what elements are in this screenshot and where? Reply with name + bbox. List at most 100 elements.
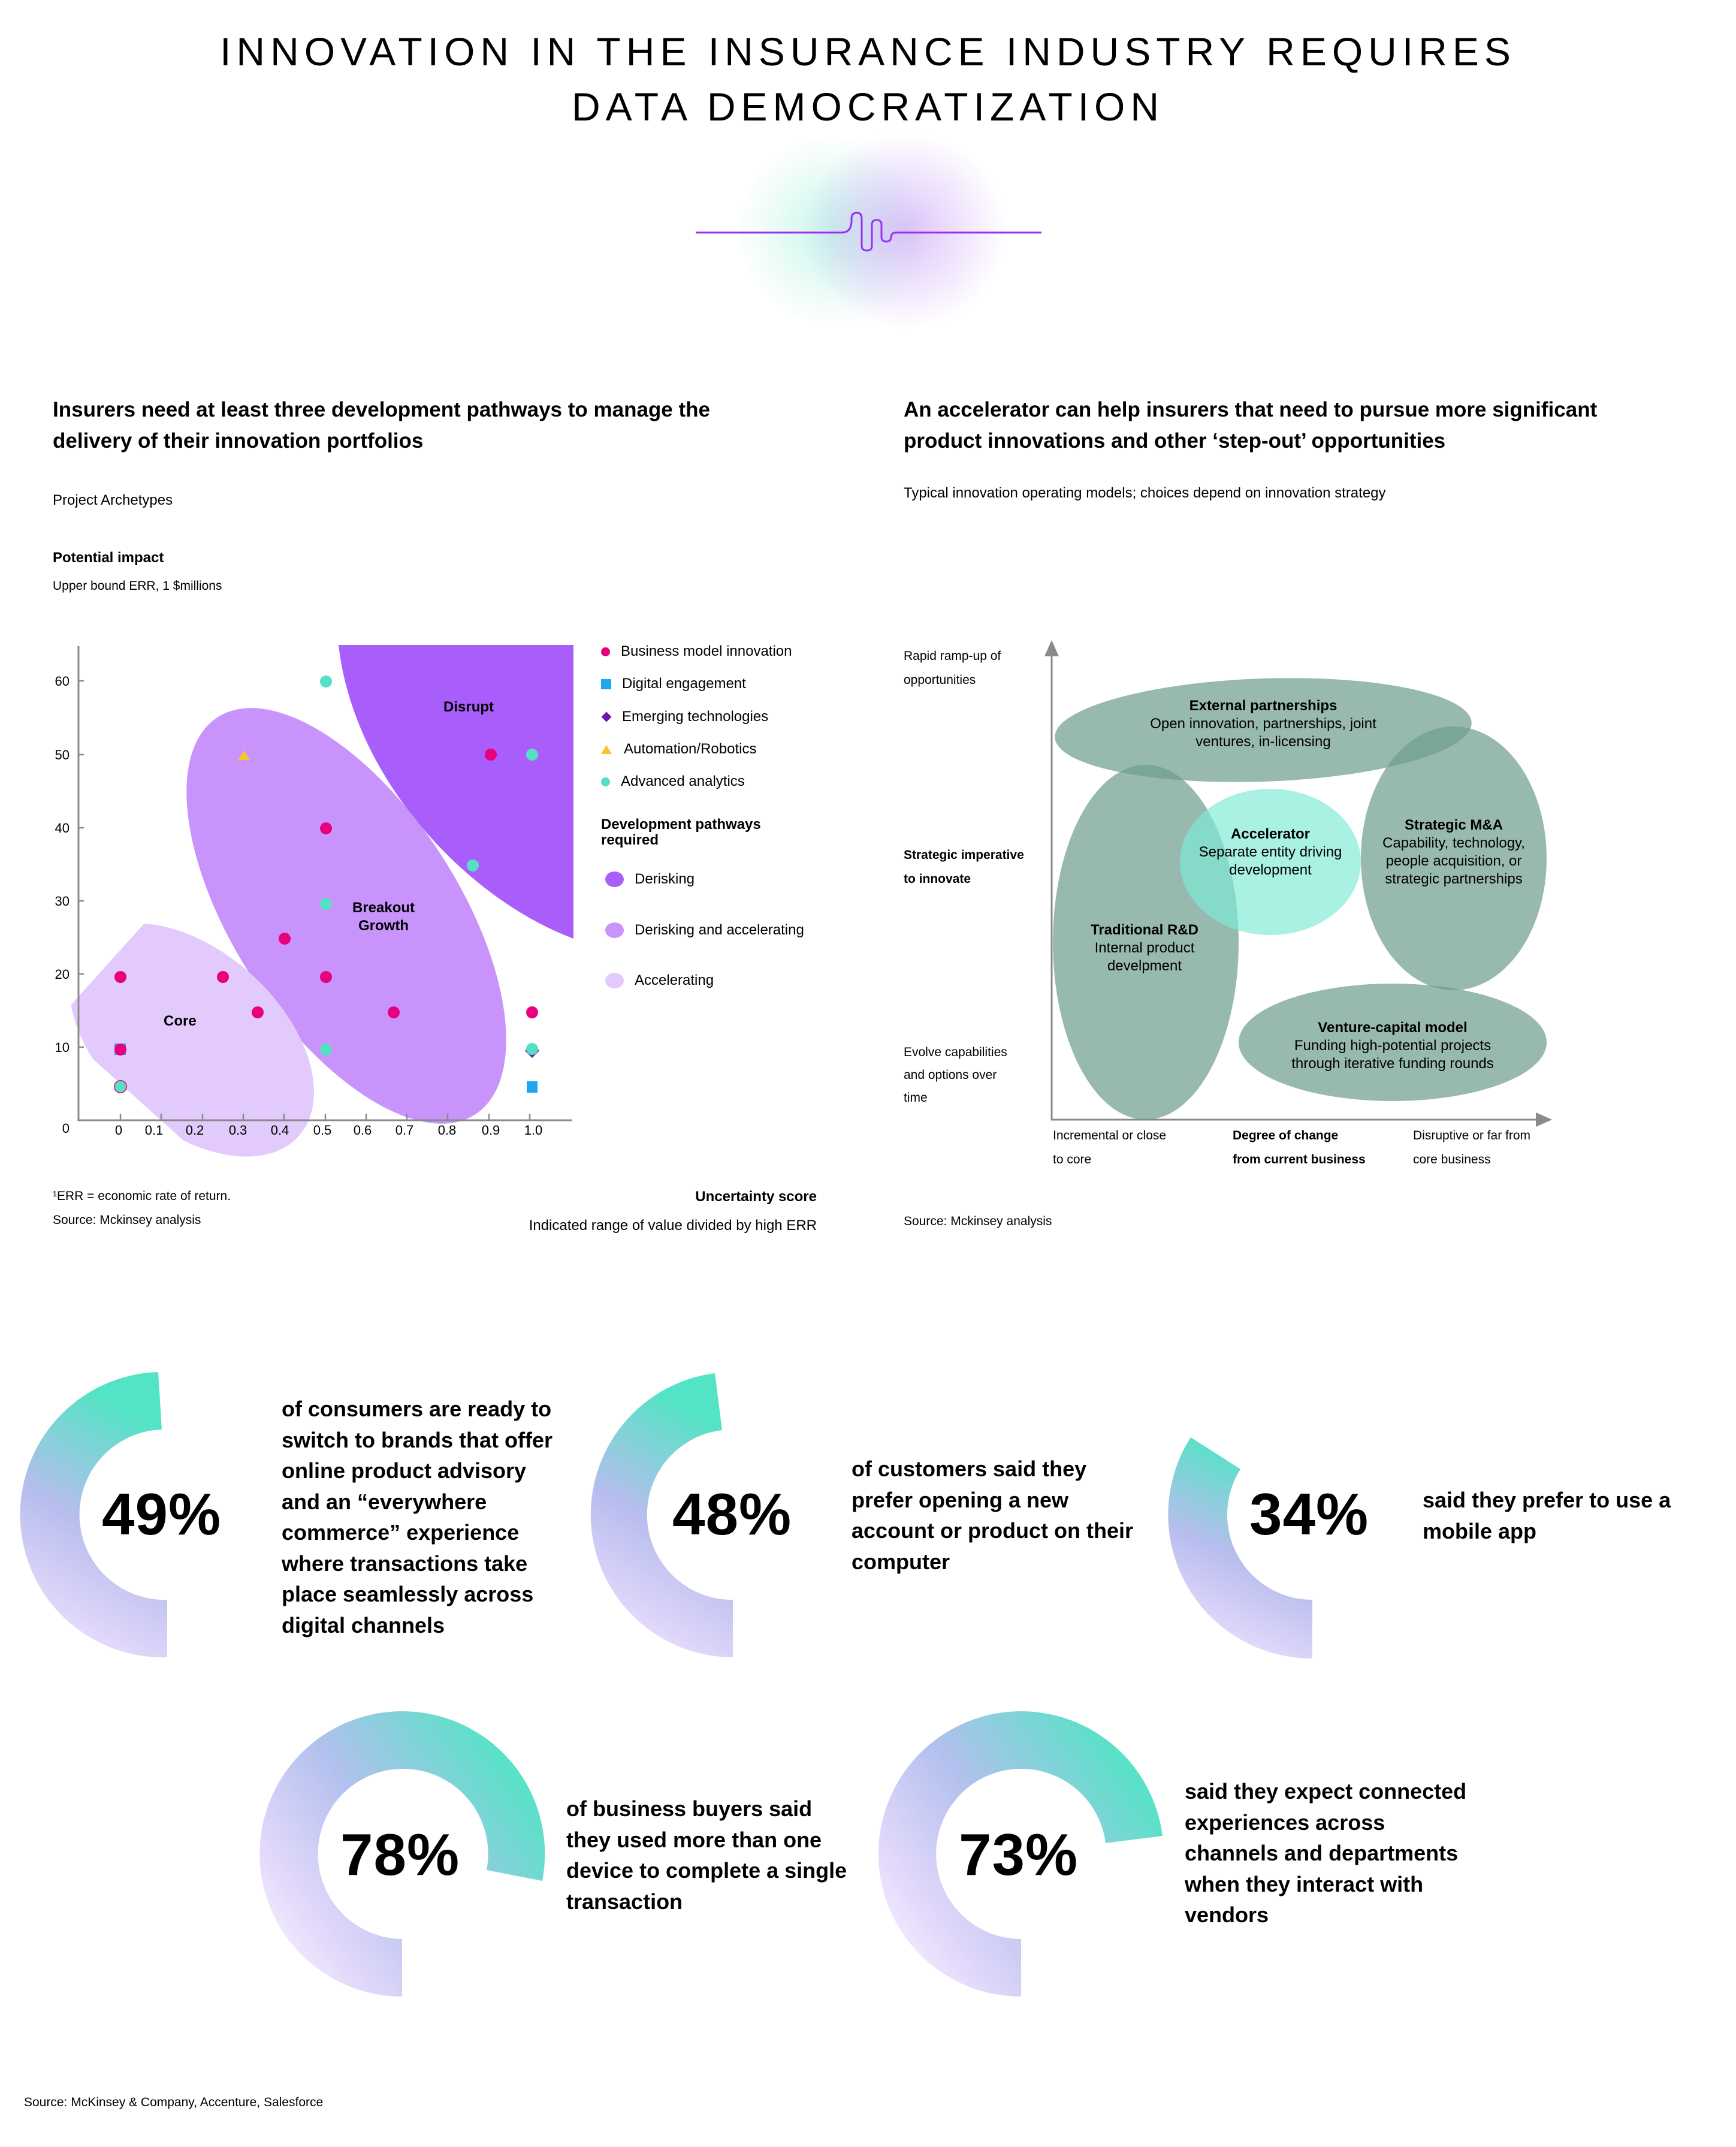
model-desc-line: Internal product [1094, 940, 1195, 956]
right-heading-line-2: product innovations and other ‘step-out’… [904, 429, 1446, 453]
region-label-breakout-growth: Breakout Growth [345, 899, 422, 935]
blue-square-icon [601, 679, 611, 689]
legend-label: Business model innovation [621, 643, 792, 659]
data-points [114, 676, 539, 1093]
stat-line: of business buyers said [566, 1796, 813, 1821]
stat-description-48: of customers said they prefer opening a … [852, 1454, 1133, 1577]
legend-emerging-technologies: Emerging technologies [601, 708, 768, 725]
ring-73 [878, 1711, 1163, 1997]
footnote: ¹ERR = economic rate of return. [53, 1189, 231, 1203]
stat-line: commerce” experience [282, 1520, 520, 1545]
model-desc-line: Capability, technology, [1382, 835, 1525, 851]
y-axis-top-label: Rapid ramp-up of opportunities [904, 644, 1001, 692]
model-accelerator: Accelerator Separate entity driving deve… [1175, 825, 1366, 879]
x-axis-left-label: Incremental or close to core [1053, 1124, 1166, 1172]
stat-line: mobile app [1423, 1518, 1537, 1543]
right-source: Source: Mckinsey analysis [904, 1214, 1052, 1228]
legend-label: Accelerating [635, 972, 714, 988]
legend-label: Automation/Robotics [624, 741, 757, 757]
svg-text:0.8: 0.8 [438, 1123, 457, 1138]
legend-label: Derisking [635, 871, 695, 887]
stat-description-73: said they expect connected experiences a… [1185, 1776, 1466, 1931]
model-desc-line: Separate entity driving [1198, 844, 1342, 860]
accelerating-swatch-icon [605, 973, 624, 988]
svg-text:40: 40 [55, 821, 70, 836]
ring-34 [1168, 1437, 1312, 1659]
page-title: INNOVATION IN THE INSURANCE INDUSTRY REQ… [0, 24, 1736, 134]
stat-line: of customers said they [852, 1457, 1087, 1481]
model-title: Venture-capital model [1318, 1020, 1468, 1036]
strategic-mna-ellipse [1361, 726, 1547, 990]
right-heading-line-1: An accelerator can help insurers that ne… [904, 398, 1598, 421]
stat-line: experiences across [1185, 1810, 1385, 1835]
region-disrupt [339, 645, 573, 939]
svg-text:0: 0 [62, 1121, 70, 1136]
legend-label: Derisking and accelerating [635, 922, 804, 938]
svg-text:0: 0 [115, 1123, 122, 1138]
x-axis-subtitle: Indicated range of value divided by high… [529, 1217, 817, 1234]
stat-value-34: 34% [1249, 1481, 1369, 1547]
ring-78 [259, 1711, 545, 1997]
breakout-line-1: Breakout [352, 900, 415, 916]
region-breakout-growth [186, 708, 506, 1124]
stat-line: said they prefer to use a [1423, 1488, 1671, 1512]
svg-text:0.6: 0.6 [354, 1123, 372, 1138]
stat-line: switch to brands that offer [282, 1427, 553, 1452]
teal-circle-icon [601, 777, 610, 786]
x-axis-mid-label: Degree of change from current business [1233, 1124, 1366, 1172]
left-heading-line-1: Insurers need at least three development… [53, 398, 710, 421]
label-line: Degree of change [1233, 1129, 1339, 1142]
stat-line: transaction [566, 1889, 683, 1914]
derisking-accelerating-swatch-icon [605, 922, 624, 938]
model-traditional-rnd: Traditional R&D Internal product develpm… [1055, 921, 1234, 975]
ring-48 [590, 1373, 733, 1657]
stat-line: prefer opening a new [852, 1487, 1069, 1512]
svg-text:10: 10 [55, 1040, 70, 1055]
label-line: Incremental or close [1053, 1129, 1167, 1142]
stat-line: and an “everywhere [282, 1489, 487, 1514]
right-panel-heading: An accelerator can help insurers that ne… [904, 394, 1713, 457]
legend-derisking-and-accelerating: Derisking and accelerating [605, 922, 804, 939]
stat-value-73: 73% [959, 1822, 1079, 1887]
stat-line: online product advisory [282, 1458, 527, 1483]
svg-text:0.4: 0.4 [271, 1123, 289, 1138]
derisking-swatch-icon [605, 872, 624, 887]
title-line-2: DATA DEMOCRATIZATION [571, 85, 1165, 129]
svg-text:0.1: 0.1 [145, 1123, 164, 1138]
archetype-scatter-chart: 60 50 40 30 20 10 0 0 0.1 0.2 0.3 0.4 0.… [55, 645, 573, 1157]
svg-text:1.0: 1.0 [524, 1123, 543, 1138]
pathways-title-line-2: required [601, 832, 659, 848]
label-line: time [904, 1091, 928, 1105]
model-strategic-mna: Strategic M&A Capability, technology, pe… [1361, 816, 1547, 888]
right-panel-subtitle: Typical innovation operating models; cho… [904, 485, 1386, 501]
external-partnerships-ellipse [1055, 678, 1472, 782]
stat-line: channels and departments [1185, 1841, 1459, 1865]
left-panel-heading: Insurers need at least three development… [53, 394, 844, 457]
label-line: to core [1053, 1153, 1092, 1166]
y-axis-subtitle: Upper bound ERR, 1 $millions [53, 579, 222, 593]
svg-text:30: 30 [55, 894, 70, 909]
svg-text:20: 20 [55, 967, 70, 982]
accelerator-ellipse [1180, 789, 1361, 935]
model-desc-line: ventures, in-licensing [1195, 734, 1331, 750]
x-axis-right-label: Disruptive or far from core business [1413, 1124, 1530, 1172]
x-tick-labels: 0 0.1 0.2 0.3 0.4 0.5 0.6 0.7 0.8 0.9 1.… [115, 1123, 542, 1138]
model-desc-line: development [1229, 862, 1312, 878]
label-line: core business [1413, 1153, 1491, 1166]
label-line: opportunities [904, 673, 976, 687]
svg-text:0.2: 0.2 [186, 1123, 204, 1138]
y-tick-labels: 60 50 40 30 20 10 0 [55, 674, 70, 1136]
stat-line: of consumers are ready to [282, 1397, 552, 1421]
model-desc-line: develpment [1107, 958, 1182, 974]
pink-circle-icon [601, 647, 610, 656]
stat-line: said they expect connected [1185, 1779, 1467, 1804]
label-line: Strategic imperative [904, 848, 1024, 862]
stat-line: they used more than one [566, 1827, 822, 1852]
label-line: Evolve capabilities [904, 1045, 1007, 1059]
model-desc-line: strategic partnerships [1385, 871, 1523, 887]
stat-line: vendors [1185, 1902, 1269, 1927]
model-venture-capital: Venture-capital model Funding high-poten… [1243, 1019, 1542, 1073]
x-axis-title: Uncertainty score [695, 1189, 817, 1205]
legend-business-model-innovation: Business model innovation [601, 643, 792, 660]
